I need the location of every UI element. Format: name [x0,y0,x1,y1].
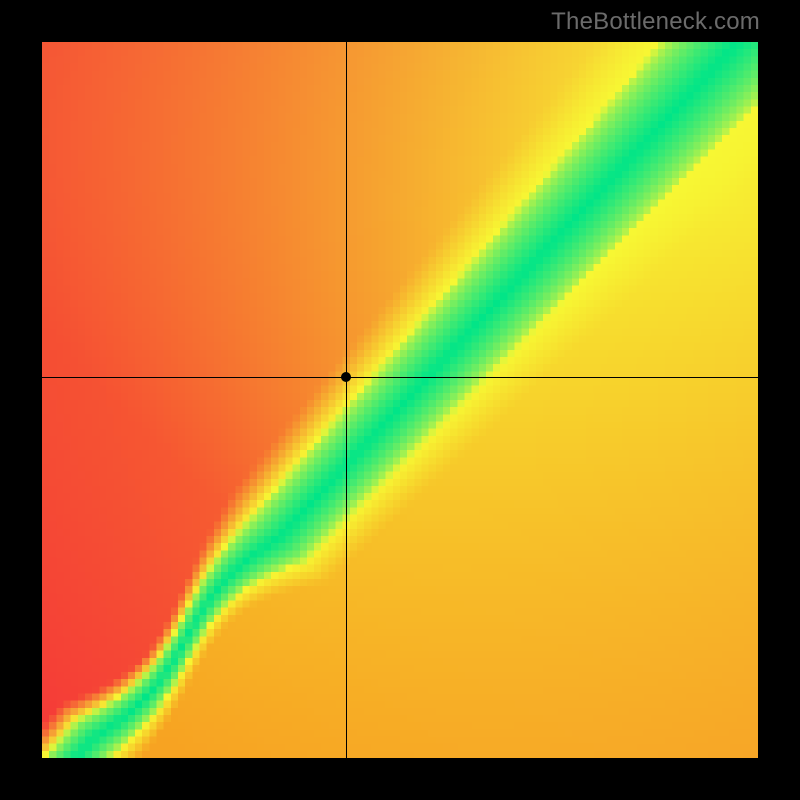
data-point-marker [341,372,351,382]
plot-area [42,42,758,758]
watermark-text: TheBottleneck.com [551,8,760,36]
crosshair-vertical [346,42,347,758]
crosshair-horizontal [42,377,758,378]
heatmap-canvas [42,42,758,758]
